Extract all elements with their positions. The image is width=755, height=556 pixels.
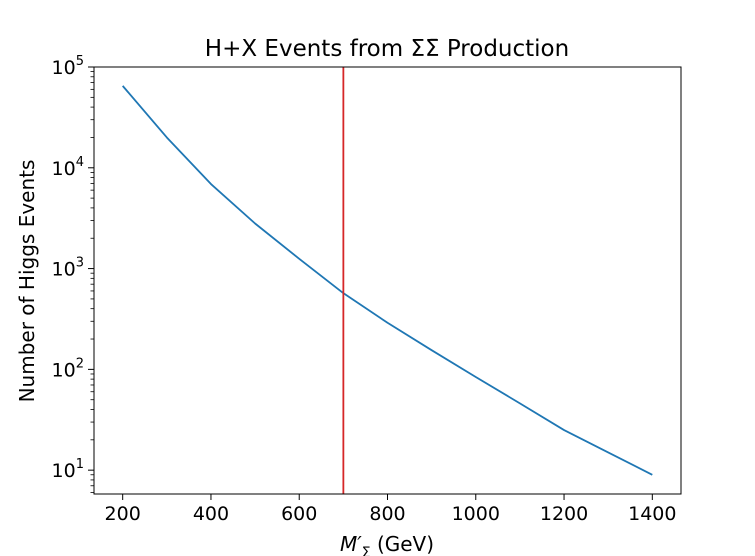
- y-tick-label: 103: [52, 256, 84, 281]
- y-axis: 101 102 103 104 105: [52, 54, 94, 493]
- x-tick-label: 200: [105, 503, 141, 525]
- chart-title: H+X Events from ΣΣ̄ Production: [205, 36, 569, 62]
- x-tick-label: 1400: [628, 503, 676, 525]
- plot-frame: [93, 66, 682, 495]
- plot-area: [122, 67, 653, 494]
- y-tick-label: 105: [52, 54, 84, 79]
- y-tick-label: 101: [52, 457, 84, 482]
- x-axis-label-symbol: M′: [340, 532, 362, 556]
- x-axis-label-subscript: Σ: [362, 545, 371, 556]
- x-axis-label: M′Σ (GeV): [340, 532, 434, 556]
- x-tick-label: 400: [193, 503, 229, 525]
- y-tick-label: 104: [52, 155, 84, 180]
- y-axis-label: Number of Higgs Events: [15, 160, 39, 403]
- x-tick-label: 600: [281, 503, 317, 525]
- series-line-0: [122, 85, 653, 476]
- y-tick-label: 102: [52, 356, 84, 381]
- x-tick-label: 1200: [540, 503, 588, 525]
- x-axis-label-unit: (GeV): [371, 532, 434, 556]
- x-axis: 200 400 600 800 1000 1200 1400: [105, 494, 676, 525]
- x-tick-label: 1000: [452, 503, 500, 525]
- x-tick-label: 800: [369, 503, 405, 525]
